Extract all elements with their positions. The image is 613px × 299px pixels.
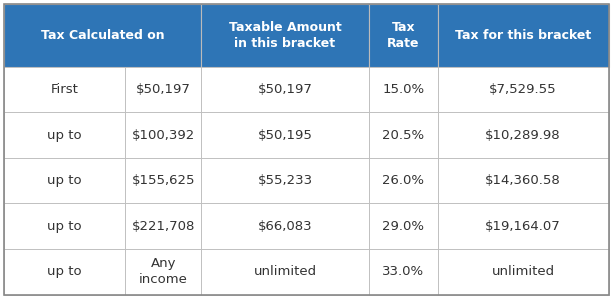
Text: up to: up to <box>47 129 82 142</box>
Text: $100,392: $100,392 <box>132 129 195 142</box>
Text: Tax
Rate: Tax Rate <box>387 21 419 50</box>
Text: up to: up to <box>47 174 82 187</box>
Text: Any
income: Any income <box>139 257 188 286</box>
Text: $14,360.58: $14,360.58 <box>485 174 561 187</box>
Bar <box>369 249 438 295</box>
Bar <box>4 67 125 112</box>
Bar <box>369 203 438 249</box>
Text: $10,289.98: $10,289.98 <box>485 129 561 142</box>
Text: $66,083: $66,083 <box>257 220 313 233</box>
Bar <box>438 203 609 249</box>
Bar <box>369 112 438 158</box>
Text: $50,195: $50,195 <box>257 129 313 142</box>
Bar <box>125 112 201 158</box>
Bar <box>369 4 438 67</box>
Text: Tax Calculated on: Tax Calculated on <box>41 29 165 42</box>
Bar <box>201 203 369 249</box>
Bar <box>201 112 369 158</box>
Bar <box>201 249 369 295</box>
Text: unlimited: unlimited <box>492 265 555 278</box>
Bar <box>438 112 609 158</box>
Text: 20.5%: 20.5% <box>382 129 424 142</box>
Text: Taxable Amount
in this bracket: Taxable Amount in this bracket <box>229 21 341 50</box>
Text: First: First <box>51 83 78 96</box>
Bar <box>438 249 609 295</box>
Bar <box>125 67 201 112</box>
Text: unlimited: unlimited <box>254 265 316 278</box>
Text: $50,197: $50,197 <box>257 83 313 96</box>
Text: $55,233: $55,233 <box>257 174 313 187</box>
Text: $7,529.55: $7,529.55 <box>489 83 557 96</box>
Bar <box>4 158 125 203</box>
Text: 29.0%: 29.0% <box>383 220 424 233</box>
Text: 33.0%: 33.0% <box>382 265 424 278</box>
Bar <box>201 4 369 67</box>
Bar <box>125 203 201 249</box>
Bar <box>438 4 609 67</box>
Bar <box>438 158 609 203</box>
Bar <box>4 203 125 249</box>
Bar <box>125 158 201 203</box>
Text: 15.0%: 15.0% <box>382 83 424 96</box>
Bar <box>201 158 369 203</box>
Bar <box>369 158 438 203</box>
Bar <box>125 249 201 295</box>
Text: $19,164.07: $19,164.07 <box>485 220 561 233</box>
Bar <box>4 112 125 158</box>
Bar <box>4 4 201 67</box>
Text: 26.0%: 26.0% <box>383 174 424 187</box>
Bar <box>438 67 609 112</box>
Text: $50,197: $50,197 <box>136 83 191 96</box>
Text: Tax for this bracket: Tax for this bracket <box>455 29 592 42</box>
Bar <box>369 67 438 112</box>
Bar <box>4 249 125 295</box>
Text: up to: up to <box>47 220 82 233</box>
Text: $221,708: $221,708 <box>132 220 195 233</box>
Text: $155,625: $155,625 <box>132 174 195 187</box>
Bar <box>201 67 369 112</box>
Text: up to: up to <box>47 265 82 278</box>
